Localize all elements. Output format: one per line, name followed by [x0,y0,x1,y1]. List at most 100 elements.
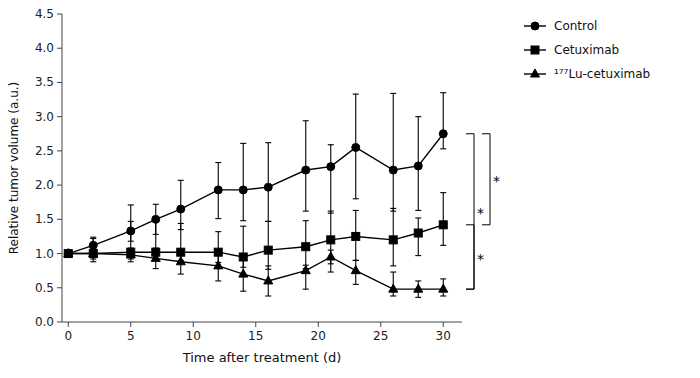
error-cap [240,256,246,257]
error-cap [440,92,446,93]
data-point [151,253,160,261]
y-tick-label: 3.0 [35,110,54,124]
error-cap [265,142,271,143]
error-cap [415,116,421,117]
x-tick [443,322,444,327]
data-point [126,250,135,258]
y-tick-label: 3.5 [35,75,54,89]
bracket-line [466,134,474,289]
legend-item: ¹⁷⁷Lu-cetuximab [524,67,650,81]
error-cap [390,208,396,209]
y-tick [57,322,62,323]
x-tick [380,322,381,327]
data-point [302,166,310,174]
data-point [439,221,447,229]
data-point [214,261,223,269]
data-point [389,236,397,244]
error-cap [128,204,134,205]
error-cap [215,231,221,232]
chart: 0510152025300.00.51.01.52.02.53.03.54.04… [0,0,700,378]
data-point [351,266,360,274]
y-axis-line [62,14,63,322]
x-tick-label: 20 [311,329,326,343]
data-point [327,163,335,171]
error-cap [415,297,421,298]
series-line [68,134,443,254]
data-point [214,186,222,194]
y-tick [57,14,62,15]
data-point [89,250,97,258]
error-cap [415,280,421,281]
significance-bracket [466,134,474,289]
error-cap [353,260,359,261]
data-point [177,205,185,213]
error-cap [390,93,396,94]
y-tick-label: 2.0 [35,178,54,192]
error-bar [440,193,446,246]
data-point [176,257,185,265]
legend-label: Cetuximab [554,43,619,57]
error-bar [328,145,334,213]
error-cap [178,249,184,250]
y-tick-label: 1.5 [35,212,54,226]
y-tick-label: 0.5 [35,281,54,295]
error-cap [153,204,159,205]
data-point [64,249,73,257]
y-tick [57,116,62,117]
error-cap [390,265,396,266]
data-point [64,250,72,258]
error-cap [303,211,309,212]
x-tick [255,322,256,327]
x-tick [193,322,194,327]
data-point [301,266,310,274]
error-cap [153,248,159,249]
legend-item: Cetuximab [524,43,619,57]
series [64,193,447,270]
error-bar [303,221,309,269]
data-point [89,249,98,257]
data-point [414,284,423,292]
data-point [264,276,273,284]
x-tick [318,322,319,327]
y-tick [57,287,62,288]
y-tick-label: 4.0 [35,41,54,55]
y-tick [57,48,62,49]
error-cap [353,94,359,95]
data-point [326,252,335,260]
x-tick-label: 30 [436,329,451,343]
error-cap [90,237,96,238]
error-cap [178,274,184,275]
error-cap [215,250,221,251]
significance-star: * [477,251,484,267]
error-cap [353,284,359,285]
legend-marker [531,46,539,54]
error-cap [390,295,396,296]
error-bar [265,143,271,222]
legend-marker [531,22,539,30]
y-tick-label: 4.5 [35,7,54,21]
x-tick [130,322,131,327]
legend: ControlCetuximab¹⁷⁷Lu-cetuximab [524,19,650,81]
x-tick-label: 10 [186,329,201,343]
data-point [239,186,247,194]
data-point [302,243,310,251]
error-cap [215,280,221,281]
series-line [68,225,443,257]
bracket-line [466,225,474,289]
error-cap [265,221,271,222]
y-tick [57,185,62,186]
significance-bracket [466,225,474,289]
error-cap [265,295,271,296]
error-cap [353,210,359,211]
error-cap [353,260,359,261]
y-axis-label: Relative tumor volume (a.u.) [7,82,21,255]
error-cap [440,192,446,193]
error-bar [303,121,309,211]
error-cap [153,217,159,218]
error-bar [265,221,271,269]
error-cap [240,291,246,292]
error-cap [128,248,134,249]
error-cap [328,144,334,145]
error-cap [303,120,309,121]
y-tick [57,219,62,220]
